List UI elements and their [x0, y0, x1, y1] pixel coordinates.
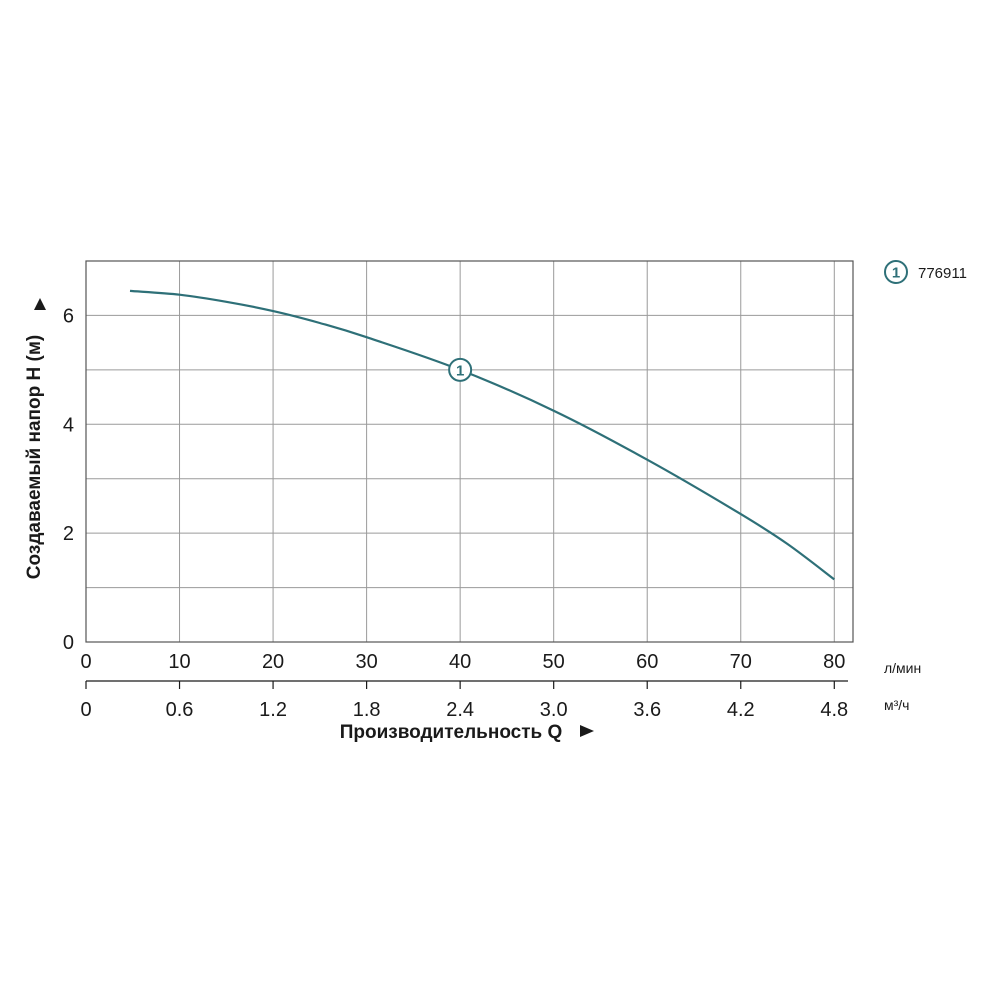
x-tick-label: 40	[449, 651, 471, 673]
series-layer: 1	[129, 289, 835, 581]
x2-tick-label: 0.6	[166, 699, 194, 721]
x2-tick-label: 0	[80, 699, 91, 721]
x2-tick-label: 2.4	[446, 699, 474, 721]
series-line	[129, 289, 835, 581]
x2-tick-label: 4.2	[727, 699, 755, 721]
x-tick-label: 10	[168, 651, 190, 673]
y-tick-labels: 0 2 4 6	[63, 305, 74, 654]
x-axis-title-text: Производительность Q	[340, 722, 563, 743]
x-axis-title: Производительность Q	[340, 722, 594, 743]
grid	[86, 261, 853, 642]
x-tick-label: 20	[262, 651, 284, 673]
y-tick-label: 2	[63, 523, 74, 545]
x-tick-label: 50	[543, 651, 565, 673]
y-axis-title: Создаваемый напор H (м)	[24, 298, 46, 579]
x2-tick-label: 1.8	[353, 699, 381, 721]
plot-frame	[85, 260, 854, 643]
x-tick-label: 30	[355, 651, 377, 673]
y-tick-label: 0	[63, 632, 74, 654]
x-tick-label: 0	[80, 651, 91, 673]
legend-series-name: 776911	[918, 265, 967, 282]
x2-tick-label: 1.2	[259, 699, 287, 721]
x-tick-label: 70	[730, 651, 752, 673]
x-tick-labels: 0 10 20 30 40 50 60 70 80	[80, 651, 845, 673]
x-tick-label: 60	[636, 651, 658, 673]
y-tick-label: 4	[63, 414, 74, 436]
legend: 1 776911	[884, 260, 967, 284]
y-tick-label: 6	[63, 305, 74, 327]
legend-marker-label: 1	[892, 265, 900, 282]
x-unit-label: л/мин	[884, 660, 921, 676]
secondary-x-axis: 0 0.6 1.2 1.8 2.4 3.0 3.6 4.2 4.8	[80, 680, 848, 721]
x2-tick-label: 3.0	[540, 699, 568, 721]
x2-unit-label: м³/ч	[884, 697, 909, 713]
y-axis-arrow-icon	[34, 298, 46, 310]
x2-tick-label: 3.6	[633, 699, 661, 721]
x-axis-arrow-icon	[580, 725, 594, 737]
legend-marker-icon	[884, 260, 908, 284]
x-tick-label: 80	[823, 651, 845, 673]
series-marker-label: 1	[456, 362, 464, 379]
x2-tick-label: 4.8	[820, 699, 848, 721]
series-marker-icon	[448, 357, 473, 382]
y-axis-title-text: Создаваемый напор H (м)	[24, 335, 45, 579]
